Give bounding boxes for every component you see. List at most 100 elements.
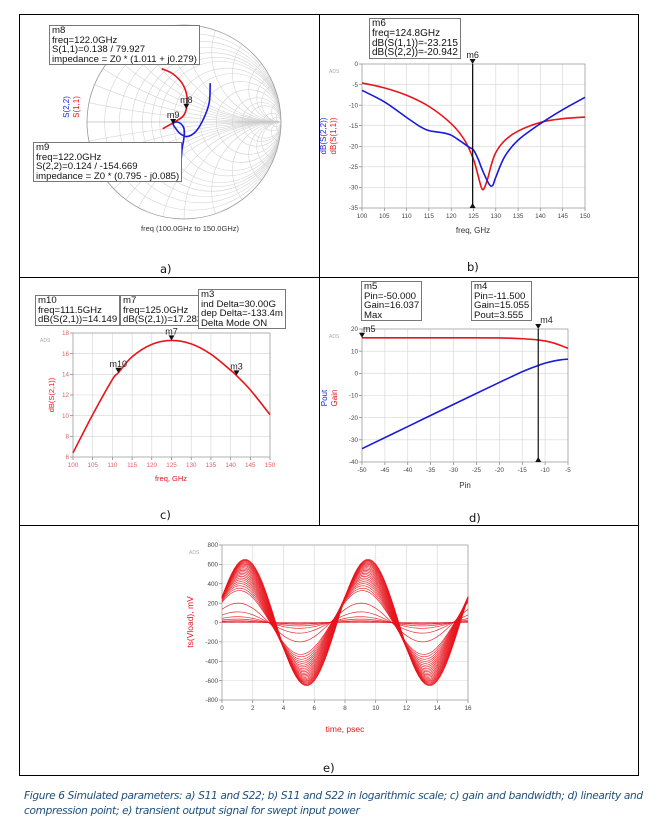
marker-box-m4: m4 Pin=-11.500 Gain=15.055 Pout=3.555 — [471, 281, 533, 322]
marker-box-m8: m8 freq=122.0GHz S(1,1)=0.138 / 79.927 i… — [49, 25, 200, 66]
y-tick-label: 14 — [62, 372, 70, 379]
transient-waveform — [221, 611, 469, 634]
caption-line-2: compression point; e) transient output s… — [24, 805, 360, 817]
marker-box-line: dB(S(2,1))=14.149 — [38, 314, 118, 326]
marker-box-line: Gain=16.037 — [364, 300, 420, 312]
marker-box-line: freq=111.5GHz — [38, 304, 102, 316]
x-tick-label: 8 — [343, 705, 347, 712]
y-tick-label: 18 — [62, 330, 70, 337]
marker-box-line: m7 — [123, 295, 137, 306]
x-tick-label: 145 — [245, 462, 256, 469]
marker-triangle-icon — [469, 59, 476, 64]
transient-waveform — [221, 618, 469, 627]
smith-reactance-arc — [271, 102, 281, 123]
x-tick-label: -10 — [541, 467, 551, 474]
marker-box-line: S(2,2)=0.124 / -154.669 — [36, 161, 138, 173]
x-tick-label: 12 — [403, 705, 411, 712]
e-ylabel: ts(Vload), mV — [185, 596, 195, 648]
x-tick-label: 150 — [265, 462, 276, 469]
panel-label-b: b) — [467, 260, 479, 274]
x-tick-label: 100 — [68, 462, 79, 469]
smith-trace-22 — [172, 83, 211, 161]
marker-box-line: dB(S(1,1))=-23.215 — [372, 37, 458, 49]
x-tick-label: 140 — [225, 462, 236, 469]
marker-box-m9: m9 freq=122.0GHz S(2,2)=0.124 / -154.669… — [33, 142, 183, 183]
y-tick-label: -200 — [205, 639, 218, 646]
x-tick-label: 105 — [379, 213, 390, 220]
marker-box-m5: m5 Pin=-50.000 Gain=16.037 Max — [361, 281, 423, 322]
marker-triangle-icon — [233, 370, 240, 376]
smith-reactance-arc — [138, 121, 281, 208]
x-tick-label: 10 — [372, 705, 380, 712]
marker-box-line: Max — [364, 309, 383, 321]
y-tick-label: 0 — [214, 620, 218, 627]
series-line-dbs22 — [361, 89, 586, 187]
marker-triangle-icon — [469, 203, 476, 208]
y-tick-label: -35 — [349, 205, 359, 212]
x-tick-label: 100 — [357, 213, 368, 220]
y-tick-label: -20 — [349, 143, 359, 150]
x-tick-label: 130 — [491, 213, 502, 220]
y-tick-label: -25 — [349, 164, 359, 171]
x-tick-label: 16 — [464, 705, 472, 712]
marker-box-line: m9 — [36, 142, 50, 153]
series-line-pout — [361, 358, 569, 450]
smith-reactance-arc — [183, 121, 281, 219]
y-tick-label: 12 — [62, 392, 70, 399]
e-xlabel: time, psec — [326, 724, 365, 734]
panel-label-e: e) — [323, 761, 335, 775]
x-tick-label: 140 — [535, 213, 546, 220]
ads-watermark: ADS — [189, 550, 200, 556]
marker-box-m7: m7 freq=125.0GHz dB(S(2,1))=17.283 — [120, 295, 206, 326]
x-tick-label: 145 — [557, 213, 568, 220]
y-tick-label: -400 — [205, 658, 218, 665]
marker-triangle-icon — [183, 103, 190, 109]
x-tick-label: 150 — [580, 213, 591, 220]
panel-cell-e — [19, 525, 639, 776]
marker-triangle-icon — [535, 324, 542, 329]
x-tick-label: -5 — [565, 467, 571, 474]
marker-box-line: m3 — [201, 289, 215, 300]
x-tick-label: 115 — [127, 462, 138, 469]
y-tick-label: 0 — [354, 61, 358, 68]
transient-waveform — [221, 590, 469, 655]
marker-box-line: dep Delta=-133.4m — [201, 308, 283, 320]
marker-box-line: Pin=-11.500 — [474, 290, 526, 302]
y-tick-label: 400 — [207, 581, 218, 588]
d-ylabel-pout: Pout — [320, 389, 329, 406]
marker-box-line: Delta Mode ON — [201, 317, 268, 329]
y-tick-label: -600 — [205, 678, 218, 685]
marker-box-line: dB(S(2,1))=17.283 — [123, 314, 203, 326]
figure-caption: Figure 6 Simulated parameters: a) S11 an… — [24, 789, 644, 819]
panel-label-d: d) — [469, 511, 481, 525]
smith-reactance-arc — [232, 121, 281, 200]
x-tick-label: 14 — [434, 705, 442, 712]
y-tick-label: 0 — [354, 371, 358, 378]
marker-box-line: impedance = Z0 * (0.795 - j0.085) — [36, 170, 180, 182]
smith-reactance-arc — [211, 30, 281, 123]
smith-ylabel-s22: S(2,2) — [62, 96, 71, 118]
c-xlabel: freq, GHz — [155, 474, 187, 483]
x-tick-label: 120 — [147, 462, 158, 469]
marker-triangle-icon — [359, 332, 365, 338]
marker-box-line: Pout=3.555 — [474, 309, 524, 321]
y-tick-label: 200 — [207, 600, 218, 607]
x-tick-label: 110 — [402, 213, 413, 220]
marker-label: m7 — [165, 326, 178, 336]
x-tick-label: 2 — [251, 705, 255, 712]
series-line-gain — [361, 336, 569, 350]
transient-waveform — [221, 559, 469, 686]
marker-triangle-icon — [170, 118, 177, 124]
marker-label: m6 — [466, 50, 479, 60]
marker-box-line: freq=122.0GHz — [36, 151, 102, 163]
y-tick-label: 8 — [65, 434, 69, 441]
marker-box-line: freq=122.0GHz — [52, 34, 118, 46]
smith-reactance-arc — [248, 121, 281, 181]
series-line-dbs21 — [72, 339, 271, 454]
y-tick-label: 16 — [62, 351, 70, 358]
x-tick-label: -35 — [426, 467, 436, 474]
marker-box-m6: m6 freq=124.8GHz dB(S(1,1))=-23.215 dB(S… — [369, 18, 461, 60]
x-tick-label: -20 — [495, 467, 505, 474]
smith-freq-label: freq (100.0GHz to 150.0GHz) — [141, 224, 239, 233]
series-line-dbs11 — [361, 82, 586, 191]
